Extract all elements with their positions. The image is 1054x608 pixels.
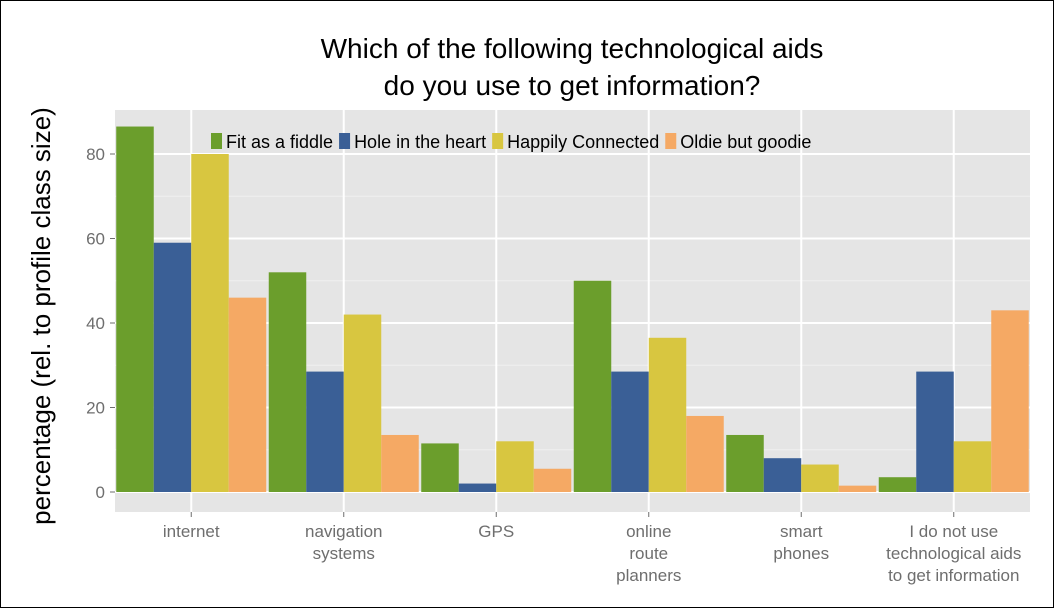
bar xyxy=(496,441,534,492)
chart-title: Which of the following technological aid… xyxy=(321,33,824,101)
y-tick-label: 60 xyxy=(86,230,105,249)
legend-label: Oldie but goodie xyxy=(680,132,811,152)
y-axis-label-text: percentage (rel. to profile class size) xyxy=(26,107,56,525)
bar xyxy=(726,434,764,492)
y-tick-label: 40 xyxy=(86,314,105,333)
legend-swatch xyxy=(492,133,504,149)
bar xyxy=(686,415,724,492)
y-tick-label: 80 xyxy=(86,145,105,164)
bar xyxy=(953,441,992,492)
y-tick-label: 20 xyxy=(86,399,105,418)
bar xyxy=(611,371,649,492)
bar xyxy=(801,464,839,492)
bar xyxy=(648,337,687,492)
chart-title-line: do you use to get information? xyxy=(384,70,761,101)
x-tick-label: internet xyxy=(163,522,220,541)
bars xyxy=(116,126,1029,492)
bar xyxy=(191,154,229,492)
bar xyxy=(343,314,382,492)
panel-background xyxy=(115,110,1030,512)
bar xyxy=(153,242,192,492)
bar xyxy=(838,485,877,492)
x-tick-label: technological aids xyxy=(886,544,1021,563)
bar xyxy=(458,483,497,492)
bar xyxy=(916,371,954,492)
legend-label: Fit as a fiddle xyxy=(226,132,333,152)
plot-panel xyxy=(115,110,1030,512)
y-axis-ticks: 0 20 40 60 80 xyxy=(86,145,115,502)
legend: Fit as a fiddle Hole in the heart Happily … xyxy=(211,132,811,152)
x-tick-label: I do not use xyxy=(909,522,998,541)
legend-swatch xyxy=(339,133,351,149)
x-tick-label: systems xyxy=(313,544,375,563)
bar xyxy=(763,458,802,492)
bar xyxy=(533,468,572,492)
legend-swatch xyxy=(211,133,222,149)
x-tick-label: to get information xyxy=(888,566,1019,585)
bar xyxy=(268,272,307,492)
legend-swatch xyxy=(665,133,677,149)
bar xyxy=(991,310,1029,492)
x-tick-label: navigation xyxy=(305,522,383,541)
x-tick-label: online xyxy=(626,522,671,541)
legend-label: Happily Connected xyxy=(507,132,659,152)
chart-title-line: Which of the following technological aid… xyxy=(321,33,824,64)
x-axis-categories: internet navigation systems GPS online route p… xyxy=(163,512,1021,585)
x-tick-label: GPS xyxy=(478,522,514,541)
bar xyxy=(228,297,267,492)
bar xyxy=(573,280,612,492)
x-tick-label: phones xyxy=(773,544,829,563)
x-tick-label: planners xyxy=(616,566,681,585)
bar xyxy=(878,477,917,492)
y-tick-label: 0 xyxy=(96,483,105,502)
bar xyxy=(381,434,419,492)
x-tick-label: smart xyxy=(780,522,823,541)
bar xyxy=(421,443,459,492)
bar xyxy=(306,371,344,492)
legend-label: Hole in the heart xyxy=(354,132,486,152)
y-axis-label: percentage (rel. to profile class size) xyxy=(26,107,56,525)
x-tick-label: route xyxy=(629,544,668,563)
bar xyxy=(116,126,154,492)
